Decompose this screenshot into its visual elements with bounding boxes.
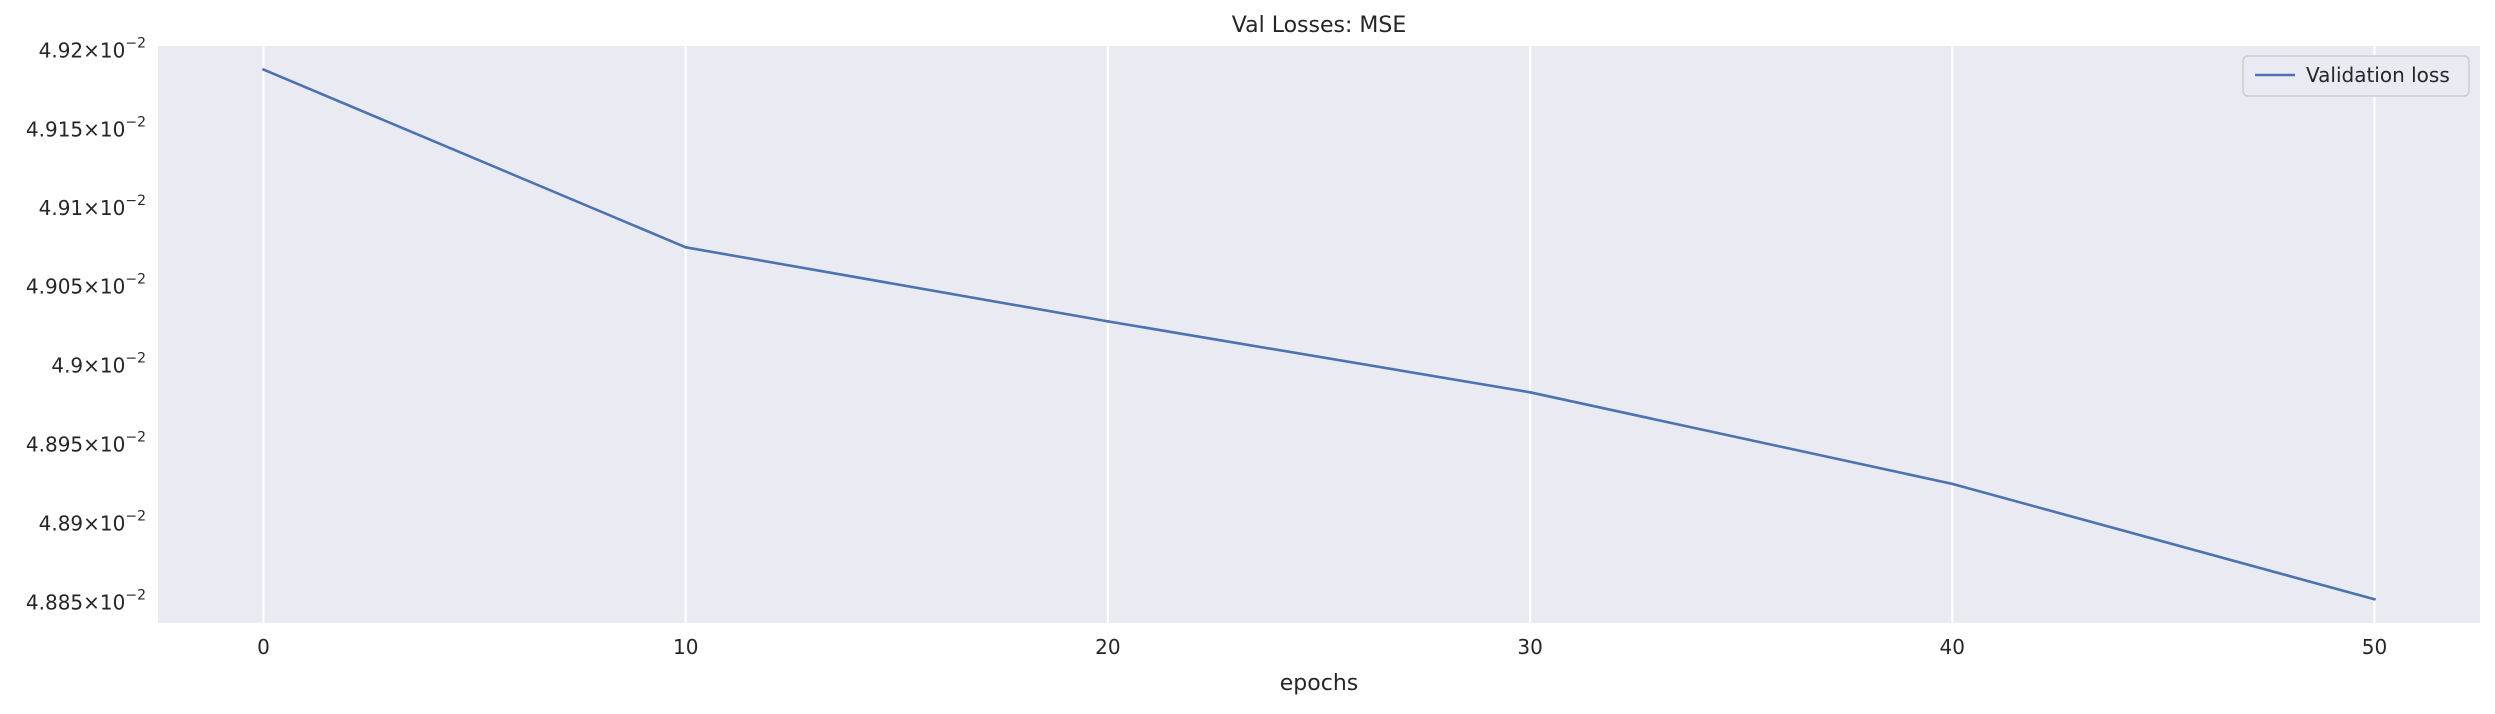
y-tick-label: 4.885×10−2 <box>26 587 146 614</box>
y-tick-exponent: −2 <box>125 36 146 52</box>
y-tick-mantissa: 4.895×10 <box>26 432 125 456</box>
x-tick-label: 10 <box>673 635 698 659</box>
y-tick-label: 4.91×10−2 <box>39 193 146 220</box>
y-tick-text: 4.91×10−2 <box>39 193 146 220</box>
x-ticks: 0 10 20 30 40 50 <box>257 635 2387 659</box>
y-tick-mantissa: 4.91×10 <box>39 196 126 220</box>
y-tick-text: 4.885×10−2 <box>26 587 146 614</box>
data-point <box>2373 597 2376 601</box>
y-tick-text: 4.905×10−2 <box>26 272 146 299</box>
data-point <box>262 68 265 71</box>
data-point <box>1106 320 1110 323</box>
y-tick-mantissa: 4.92×10 <box>39 39 126 63</box>
grid-lines <box>262 46 2376 623</box>
legend-box <box>2242 55 2470 97</box>
y-tick-mantissa: 4.905×10 <box>26 275 125 299</box>
x-axis-label: epochs <box>1280 671 1358 696</box>
series-layer <box>262 68 2376 601</box>
y-tick-label: 4.9×10−2 <box>51 350 146 377</box>
series-line-validation-loss <box>262 68 2376 601</box>
y-tick-mantissa: 4.915×10 <box>26 117 125 141</box>
y-tick-mantissa: 4.89×10 <box>39 511 126 535</box>
plot-area <box>158 46 2480 623</box>
y-tick-label: 4.915×10−2 <box>26 114 146 141</box>
y-ticks: 4.92×10−24.915×10−24.91×10−24.905×10−24.… <box>26 36 146 615</box>
chart-title: Val Losses: MSE <box>1232 13 1406 38</box>
y-tick-exponent: −2 <box>125 429 146 445</box>
data-point <box>684 246 688 249</box>
x-tick-label: 30 <box>1517 635 1542 659</box>
x-tick-label: 0 <box>257 635 270 659</box>
y-tick-exponent: −2 <box>125 508 146 524</box>
y-tick-text: 4.915×10−2 <box>26 114 146 141</box>
y-tick-label: 4.92×10−2 <box>39 36 146 63</box>
y-tick-exponent: −2 <box>125 587 146 603</box>
y-tick-exponent: −2 <box>125 114 146 130</box>
y-tick-text: 4.9×10−2 <box>51 350 146 377</box>
x-tick-label: 50 <box>2362 635 2387 659</box>
y-tick-exponent: −2 <box>125 193 146 209</box>
y-tick-text: 4.895×10−2 <box>26 429 146 456</box>
x-tick-label: 40 <box>1940 635 1965 659</box>
legend: Validation loss <box>2242 55 2470 97</box>
y-tick-mantissa: 4.885×10 <box>26 590 125 614</box>
y-tick-label: 4.895×10−2 <box>26 429 146 456</box>
y-tick-text: 4.89×10−2 <box>39 508 146 535</box>
y-tick-label: 4.89×10−2 <box>39 508 146 535</box>
data-point <box>1528 391 1532 394</box>
y-tick-exponent: −2 <box>125 350 146 366</box>
y-tick-mantissa: 4.9×10 <box>51 353 125 377</box>
legend-entry-validation-loss: Validation loss <box>2306 63 2450 87</box>
y-tick-text: 4.92×10−2 <box>39 36 146 63</box>
x-tick-label: 20 <box>1095 635 1120 659</box>
data-point <box>1950 482 1954 486</box>
y-tick-label: 4.905×10−2 <box>26 272 146 299</box>
y-tick-exponent: −2 <box>125 272 146 288</box>
